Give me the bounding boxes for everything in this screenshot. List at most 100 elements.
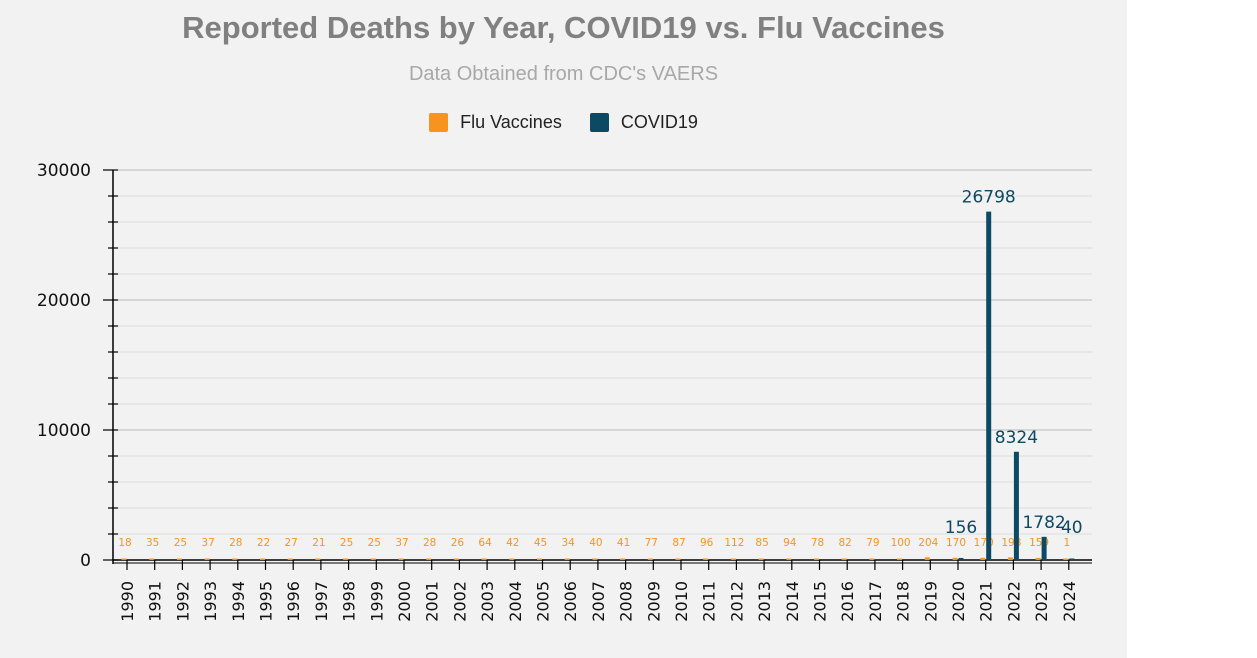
flu-bar: [537, 558, 542, 560]
flu-data-label: 26: [451, 537, 465, 549]
x-tick-label: 2007: [589, 581, 608, 622]
flu-data-label: 28: [423, 537, 436, 549]
flu-data-label: 45: [534, 537, 547, 549]
flu-bar: [564, 558, 570, 560]
flu-bar: [232, 558, 238, 560]
flu-bar: [1007, 557, 1013, 560]
x-tick-label: 2008: [617, 581, 636, 622]
legend-swatch-flu: [429, 113, 449, 132]
flu-bar: [592, 558, 598, 560]
x-tick-label: 2015: [811, 581, 830, 622]
flu-bar: [287, 558, 293, 560]
flu-data-label: 77: [645, 537, 658, 549]
covid19-bar: [958, 557, 964, 560]
flu-data-label: 96: [700, 537, 714, 549]
flu-data-label: 35: [146, 537, 159, 549]
flu-data-label: 170: [946, 537, 966, 549]
x-tick-label: 1993: [201, 581, 220, 622]
flu-data-label: 64: [478, 537, 492, 549]
flu-bar: [620, 558, 626, 560]
x-tick-label: 2000: [395, 581, 414, 622]
x-tick-label: 1994: [229, 581, 248, 622]
flu-bar: [426, 558, 432, 560]
covid19-data-label: 26798: [962, 188, 1016, 208]
flu-bar: [814, 558, 819, 560]
flu-data-label: 94: [783, 537, 797, 549]
covid19-bar: [1069, 558, 1075, 560]
x-tick-label: 2018: [894, 581, 913, 622]
x-tick-label: 2002: [450, 581, 469, 622]
x-tick-label: 2019: [921, 581, 940, 622]
flu-bar: [260, 558, 265, 560]
chart-panel: Reported Deaths by Year, COVID19 vs. Flu…: [0, 0, 1127, 658]
legend-label-covid19: COVID19: [620, 112, 698, 132]
flu-data-label: 34: [562, 537, 576, 549]
chart-title: Reported Deaths by Year, COVID19 vs. Flu…: [182, 10, 945, 45]
x-tick-label: 1995: [257, 581, 276, 622]
x-tick-label: 1998: [340, 581, 359, 622]
flu-data-label: 78: [811, 537, 824, 549]
flu-data-label: 27: [285, 537, 298, 549]
x-tick-label: 2005: [534, 581, 553, 622]
flu-bar: [509, 558, 515, 560]
flu-bar: [924, 557, 930, 560]
flu-bar: [315, 558, 321, 560]
flu-data-label: 22: [257, 537, 270, 549]
x-tick-label: 1999: [367, 581, 386, 622]
flu-bar: [897, 558, 903, 560]
x-tick-label: 2010: [672, 581, 691, 622]
flu-bar: [980, 557, 986, 560]
flu-bar: [730, 558, 736, 560]
flu-data-label: 28: [229, 537, 242, 549]
y-tick-label: 0: [80, 551, 91, 571]
y-tick-label: 10000: [37, 421, 91, 441]
y-tick-label: 20000: [37, 291, 91, 311]
flu-bar: [703, 558, 709, 560]
legend-item-covid19[interactable]: COVID19: [589, 112, 698, 133]
flu-data-label: 87: [672, 537, 685, 549]
flu-data-label: 82: [839, 537, 852, 549]
flu-data-label: 25: [368, 537, 381, 549]
flu-bar: [121, 558, 127, 560]
flu-data-label: 41: [617, 537, 630, 549]
x-tick-label: 2011: [700, 581, 719, 622]
x-tick-label: 1997: [312, 581, 331, 622]
flu-data-label: 37: [201, 537, 214, 549]
x-tick-label: 2014: [783, 581, 802, 622]
plot-area: 0 10000 20000 30000 1990 18 1991 35 1992 25 1993 37…: [37, 161, 1092, 622]
flu-data-label: 42: [506, 537, 519, 549]
x-tick-label: 2009: [644, 581, 663, 622]
y-tick-label: 30000: [37, 161, 91, 181]
x-tick-label: 1991: [146, 581, 165, 622]
x-tick-label: 1996: [284, 581, 303, 622]
x-tick-label: 2023: [1032, 581, 1051, 622]
covid19-bar: [1041, 536, 1047, 560]
flu-bar: [370, 558, 376, 560]
chart-subtitle: Data Obtained from CDC's VAERS: [408, 63, 719, 85]
x-tick-label: 2024: [1060, 581, 1079, 622]
x-tick-label: 2016: [838, 581, 857, 622]
legend: Flu Vaccines COVID19: [0, 112, 1127, 133]
x-tick-label: 1990: [118, 581, 137, 622]
x-tick-label: 2017: [866, 581, 885, 622]
covid19-data-label: 8324: [995, 428, 1038, 448]
x-tick-label: 2012: [727, 581, 746, 622]
covid19-data-label: 156: [945, 518, 977, 538]
legend-item-flu[interactable]: Flu Vaccines: [429, 112, 562, 133]
covid19-data-label: 40: [1061, 518, 1083, 538]
x-tick-label: 2020: [949, 581, 968, 622]
flu-bar: [841, 558, 847, 560]
flu-data-label: 112: [724, 537, 744, 549]
x-tick-label: 2013: [755, 581, 774, 622]
covid19-data-label: 1782: [1022, 513, 1065, 533]
x-tick-label: 2001: [423, 581, 442, 622]
x-tick-label: 2006: [561, 581, 580, 622]
flu-bar: [1063, 558, 1069, 560]
flu-data-label: 21: [312, 537, 325, 549]
x-tick-label: 2004: [506, 581, 525, 622]
flu-data-label: 100: [891, 537, 911, 549]
flu-data-label: 204: [918, 537, 938, 549]
flu-data-label: 40: [589, 537, 602, 549]
flu-data-label: 25: [174, 537, 187, 549]
flu-data-label: 37: [395, 537, 408, 549]
